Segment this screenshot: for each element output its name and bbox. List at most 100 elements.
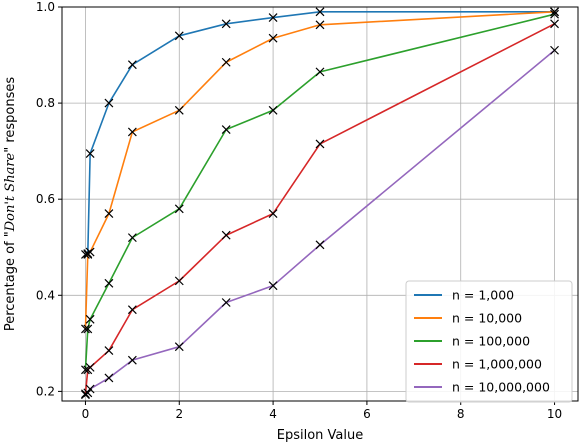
data-point-marker (221, 19, 231, 29)
data-point-marker (315, 67, 325, 77)
series-line-2 (84, 13, 555, 370)
axis-ticks: 0 2 4 6 8 10 0.2 0.4 0.6 0.8 1.0 (36, 0, 562, 421)
marker-stroke (221, 19, 231, 29)
data-point-marker (221, 57, 231, 67)
data-point-marker (268, 105, 278, 115)
data-point-marker (550, 9, 559, 19)
data-point-marker (315, 20, 325, 30)
data-point-marker (85, 384, 95, 394)
marker-stroke (268, 281, 278, 291)
marker-stroke (127, 355, 137, 365)
data-point-marker (85, 314, 95, 324)
marker-stroke (85, 149, 95, 158)
x-tick-label: 6 (363, 407, 371, 421)
data-point-marker (127, 305, 137, 315)
marker-stroke (315, 20, 325, 30)
marker-stroke (174, 276, 184, 286)
y-tick-label: 0.8 (36, 96, 55, 110)
marker-stroke (104, 98, 114, 108)
marker-stroke (174, 31, 184, 41)
marker-stroke (85, 384, 95, 394)
x-tick-label: 4 (269, 407, 277, 421)
marker-stroke (268, 105, 278, 115)
marker-stroke (221, 298, 231, 307)
marker-stroke (81, 365, 90, 375)
data-point-marker (268, 281, 278, 291)
y-axis-label: Percentage of "Don't Share" responses (3, 77, 18, 332)
data-point-marker (174, 204, 184, 214)
legend-label: n = 1,000 (452, 288, 514, 303)
data-point-marker (221, 298, 231, 307)
marker-stroke (550, 45, 559, 55)
data-point-marker (174, 342, 184, 352)
data-point-marker (83, 324, 93, 334)
marker-stroke (268, 33, 278, 43)
legend-label: n = 1,000,000 (452, 357, 542, 372)
x-tick-label: 8 (457, 407, 465, 421)
legend-box (405, 280, 573, 403)
series-lines (84, 11, 556, 396)
marker-stroke (174, 105, 184, 115)
marker-stroke (268, 13, 278, 22)
marker-stroke (104, 209, 114, 219)
marker-stroke (174, 204, 184, 214)
marker-stroke (550, 9, 559, 19)
data-point-marker (550, 7, 559, 17)
series-line-0 (85, 11, 555, 256)
x-tick-label: 0 (82, 407, 90, 421)
marker-stroke (85, 362, 95, 372)
data-point-marker (81, 250, 90, 259)
data-point-marker (104, 278, 114, 288)
marker-stroke (104, 278, 114, 288)
marker-stroke (127, 60, 137, 70)
y-tick-label: 1.0 (36, 0, 55, 14)
marker-stroke (104, 346, 114, 355)
data-point-marker (81, 365, 90, 375)
data-point-marker (221, 230, 231, 240)
data-point-marker (83, 388, 93, 398)
x-tick-label: 2 (175, 407, 183, 421)
marker-stroke (221, 230, 231, 240)
marker-stroke (550, 7, 559, 17)
marker-stroke (550, 19, 559, 29)
x-tick-label: 10 (547, 407, 562, 421)
data-point-marker (315, 139, 325, 149)
y-axis-label-suffix: " responses (3, 77, 18, 153)
x-axis-label: Epsilon Value (277, 428, 364, 443)
y-tick-label: 0.2 (36, 384, 55, 398)
data-point-marker (315, 240, 325, 250)
y-axis-label-emphasis: Don't Share (3, 152, 18, 232)
data-point-marker (83, 249, 93, 258)
legend-label: n = 10,000,000 (452, 380, 550, 395)
marker-stroke (315, 240, 325, 250)
marker-stroke (85, 247, 95, 257)
data-point-marker (268, 209, 278, 219)
data-point-marker (221, 125, 231, 134)
marker-stroke (127, 127, 137, 137)
marker-stroke (221, 57, 231, 67)
data-point-marker (85, 149, 95, 158)
y-tick-label: 0.4 (36, 288, 55, 302)
data-point-marker (174, 105, 184, 115)
data-point-marker (550, 19, 559, 29)
data-point-marker (85, 362, 95, 372)
data-point-marker (104, 346, 114, 355)
marker-stroke (127, 305, 137, 315)
marker-stroke (83, 249, 93, 258)
legend-label: n = 100,000 (452, 334, 530, 349)
data-point-marker (127, 127, 137, 137)
data-point-marker (127, 355, 137, 365)
marker-stroke (83, 388, 93, 398)
data-point-marker (104, 98, 114, 108)
y-tick-label: 0.6 (36, 192, 55, 206)
legend: n = 1,000 n = 10,000 n = 100,000 n = 1,000,… (405, 280, 573, 403)
data-point-marker (268, 13, 278, 22)
marker-stroke (81, 250, 90, 259)
data-point-marker (550, 45, 559, 55)
data-point-marker (104, 373, 114, 383)
legend-label: n = 10,000 (452, 311, 522, 326)
marker-stroke (104, 373, 114, 383)
marker-stroke (127, 233, 137, 243)
